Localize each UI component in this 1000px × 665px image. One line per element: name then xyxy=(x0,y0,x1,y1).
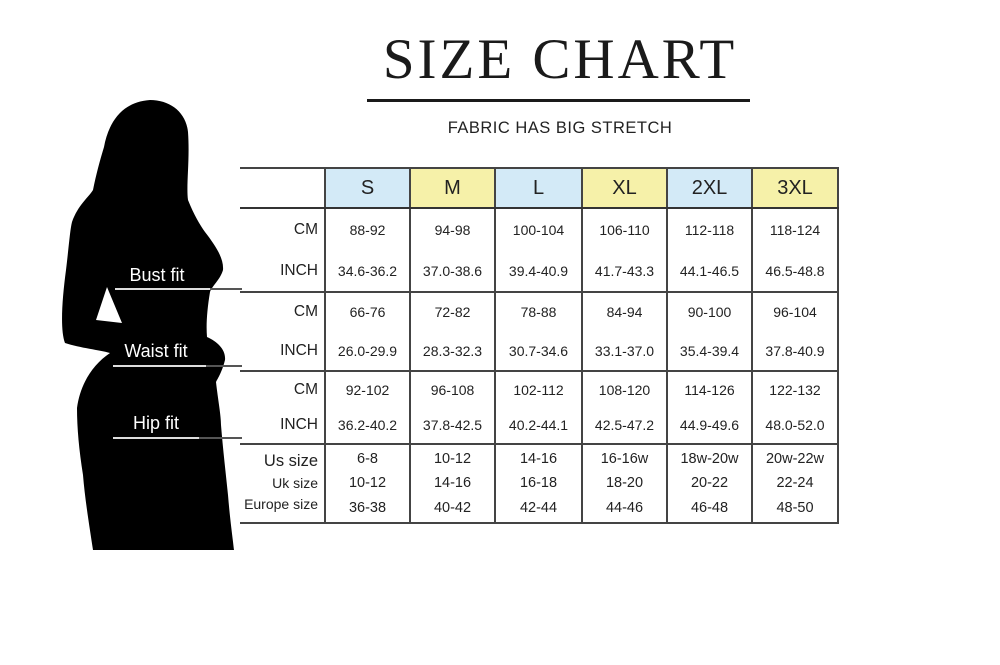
measurement-cell: 44.1-46.5 xyxy=(666,250,753,293)
measurement-cell: 46.5-48.8 xyxy=(751,250,839,293)
measurement-cell: 118-124 xyxy=(751,208,839,250)
subtitle: FABRIC HAS BIG STRETCH xyxy=(447,119,673,137)
bust-fit-connector xyxy=(210,288,242,290)
conversion-cell: 10-12 xyxy=(324,472,411,493)
page-title: SIZE CHART xyxy=(382,28,738,91)
measurement-cell: 102-112 xyxy=(494,371,583,407)
conversion-label: Uk size xyxy=(240,472,326,493)
measurement-cell: 78-88 xyxy=(494,292,583,331)
bust-fit-label: Bust fit xyxy=(129,265,185,285)
measurement-cell: 94-98 xyxy=(409,208,496,250)
size-header-3xl: 3XL xyxy=(751,167,839,209)
corner-cell xyxy=(240,167,326,209)
measurement-cell: 28.3-32.3 xyxy=(409,331,496,372)
conversion-cell: 22-24 xyxy=(751,472,839,493)
measurement-cell: 34.6-36.2 xyxy=(324,250,411,293)
measurement-cell: 88-92 xyxy=(324,208,411,250)
hip-fit-connector xyxy=(199,437,242,439)
table-row: CM 66-76 72-82 78-88 84-94 90-100 96-104 xyxy=(240,292,839,331)
measurement-cell: 66-76 xyxy=(324,292,411,331)
measurement-cell: 37.0-38.6 xyxy=(409,250,496,293)
measurement-cell: 108-120 xyxy=(581,371,668,407)
measurement-cell: 122-132 xyxy=(751,371,839,407)
measurement-cell: 96-104 xyxy=(751,292,839,331)
conversion-cell: 16-16w xyxy=(581,444,668,472)
unit-label: INCH xyxy=(240,407,326,445)
conversion-cell: 44-46 xyxy=(581,493,668,524)
conversion-cell: 20w-22w xyxy=(751,444,839,472)
unit-label: INCH xyxy=(240,250,326,293)
table-row: INCH 26.0-29.9 28.3-32.3 30.7-34.6 33.1-37.0… xyxy=(240,331,839,372)
measurement-cell: 44.9-49.6 xyxy=(666,407,753,445)
measurement-cell: 41.7-43.3 xyxy=(581,250,668,293)
measurement-cell: 106-110 xyxy=(581,208,668,250)
conversion-cell: 10-12 xyxy=(409,444,496,472)
measurement-cell: 96-108 xyxy=(409,371,496,407)
measurement-cell: 100-104 xyxy=(494,208,583,250)
conversion-cell: 48-50 xyxy=(751,493,839,524)
conversion-cell: 18w-20w xyxy=(666,444,753,472)
measurement-cell: 48.0-52.0 xyxy=(751,407,839,445)
unit-label: INCH xyxy=(240,331,326,372)
hip-fit-label: Hip fit xyxy=(132,413,179,433)
conversion-cell: 36-38 xyxy=(324,493,411,524)
table-row: INCH 34.6-36.2 37.0-38.6 39.4-40.9 41.7-43.3… xyxy=(240,250,839,293)
conversion-cell: 14-16 xyxy=(494,444,583,472)
measurement-cell: 39.4-40.9 xyxy=(494,250,583,293)
conversion-cell: 16-18 xyxy=(494,472,583,493)
measurement-cell: 33.1-37.0 xyxy=(581,331,668,372)
size-header-2xl: 2XL xyxy=(666,167,753,209)
conversion-label: Us size xyxy=(240,444,326,472)
hip-fit-line xyxy=(113,437,199,439)
measurement-cell: 26.0-29.9 xyxy=(324,331,411,372)
measurement-cell: 36.2-40.2 xyxy=(324,407,411,445)
measurement-cell: 112-118 xyxy=(666,208,753,250)
size-header-m: M xyxy=(409,167,496,209)
waist-fit-connector xyxy=(206,365,242,367)
measurement-cell: 30.7-34.6 xyxy=(494,331,583,372)
conversion-cell: 18-20 xyxy=(581,472,668,493)
size-conversion-row: Europe size 36-38 40-42 42-44 44-46 46-48 48-5… xyxy=(240,493,839,524)
size-conversion-row: Us size 6-8 10-12 14-16 16-16w 18w-20w 20w-22w xyxy=(240,444,839,472)
measurement-cell: 90-100 xyxy=(666,292,753,331)
measurement-cell: 72-82 xyxy=(409,292,496,331)
bust-fit-line xyxy=(115,288,210,290)
conversion-cell: 40-42 xyxy=(409,493,496,524)
measurement-cell: 37.8-42.5 xyxy=(409,407,496,445)
title-underline xyxy=(367,99,750,102)
unit-label: CM xyxy=(240,292,326,331)
waist-fit-line xyxy=(113,365,206,367)
measurement-cell: 40.2-44.1 xyxy=(494,407,583,445)
size-header-xl: XL xyxy=(581,167,668,209)
waist-fit-label: Waist fit xyxy=(124,341,188,361)
conversion-cell: 6-8 xyxy=(324,444,411,472)
table-row: CM 88-92 94-98 100-104 106-110 112-118 118-124 xyxy=(240,208,839,250)
measurement-cell: 114-126 xyxy=(666,371,753,407)
measurement-cell: 84-94 xyxy=(581,292,668,331)
conversion-label: Europe size xyxy=(240,493,326,524)
size-header-s: S xyxy=(324,167,411,209)
conversion-cell: 20-22 xyxy=(666,472,753,493)
table-row: INCH 36.2-40.2 37.8-42.5 40.2-44.1 42.5-47.2… xyxy=(240,407,839,445)
unit-label: CM xyxy=(240,371,326,407)
conversion-cell: 42-44 xyxy=(494,493,583,524)
unit-label: CM xyxy=(240,208,326,250)
size-conversion-row: Uk size 10-12 14-16 16-18 18-20 20-22 22-24 xyxy=(240,472,839,493)
size-chart-table: S M L XL 2XL 3XL CM 88-92 94-98 100-104 106-110 11… xyxy=(240,167,839,524)
measurement-cell: 42.5-47.2 xyxy=(581,407,668,445)
measurement-cell: 92-102 xyxy=(324,371,411,407)
size-header-l: L xyxy=(494,167,583,209)
table-row: CM 92-102 96-108 102-112 108-120 114-126 122-1… xyxy=(240,371,839,407)
measurement-cell: 35.4-39.4 xyxy=(666,331,753,372)
measurement-cell: 37.8-40.9 xyxy=(751,331,839,372)
conversion-cell: 46-48 xyxy=(666,493,753,524)
conversion-cell: 14-16 xyxy=(409,472,496,493)
